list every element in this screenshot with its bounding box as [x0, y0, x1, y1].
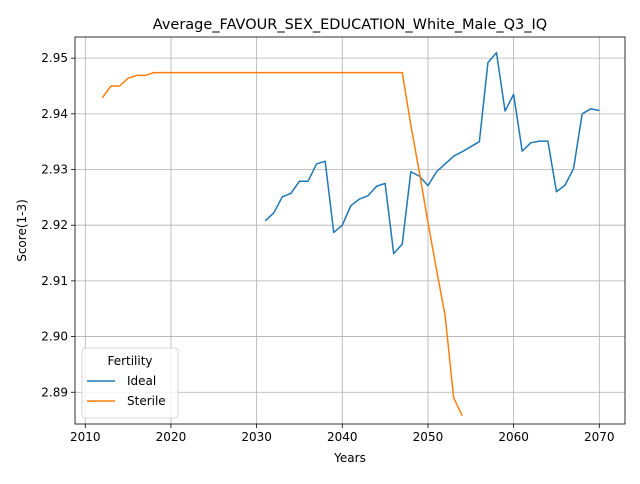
x-tick-label: 2040 — [327, 430, 358, 444]
y-axis-label: Score(1-3) — [15, 199, 29, 262]
x-axis-ticks: 2010 2020 2030 2040 2050 2060 2070 — [70, 424, 615, 444]
series-line-sterile — [101, 71, 463, 416]
x-tick-label: 2020 — [156, 430, 187, 444]
x-tick-label: 2030 — [241, 430, 272, 444]
x-tick-label: 2070 — [584, 430, 615, 444]
plot-area-frame — [74, 36, 626, 425]
x-axis-label: Years — [333, 451, 366, 465]
y-tick-label: 2.94 — [41, 107, 68, 121]
legend: Fertility Ideal Sterile — [81, 347, 179, 419]
y-tick-label: 2.92 — [41, 218, 68, 232]
x-tick-label: 2010 — [70, 430, 101, 444]
legend-title: Fertility — [107, 354, 152, 368]
x-tick-label: 2050 — [413, 430, 444, 444]
series-line-ideal — [264, 51, 600, 255]
y-tick-label: 2.95 — [41, 51, 68, 65]
x-tick-label: 2060 — [498, 430, 529, 444]
y-tick-label: 2.90 — [41, 330, 68, 344]
y-axis-ticks: 2.89 2.90 2.91 2.92 2.93 2.94 2.95 — [41, 51, 75, 399]
y-tick-label: 2.93 — [41, 163, 68, 177]
series-lines — [101, 51, 600, 416]
y-tick-label: 2.89 — [41, 385, 68, 399]
legend-label-ideal: Ideal — [127, 374, 156, 388]
y-tick-label: 2.91 — [41, 274, 68, 288]
chart-title: Average_FAVOUR_SEX_EDUCATION_White_Male_… — [153, 17, 547, 33]
legend-label-sterile: Sterile — [127, 394, 166, 408]
